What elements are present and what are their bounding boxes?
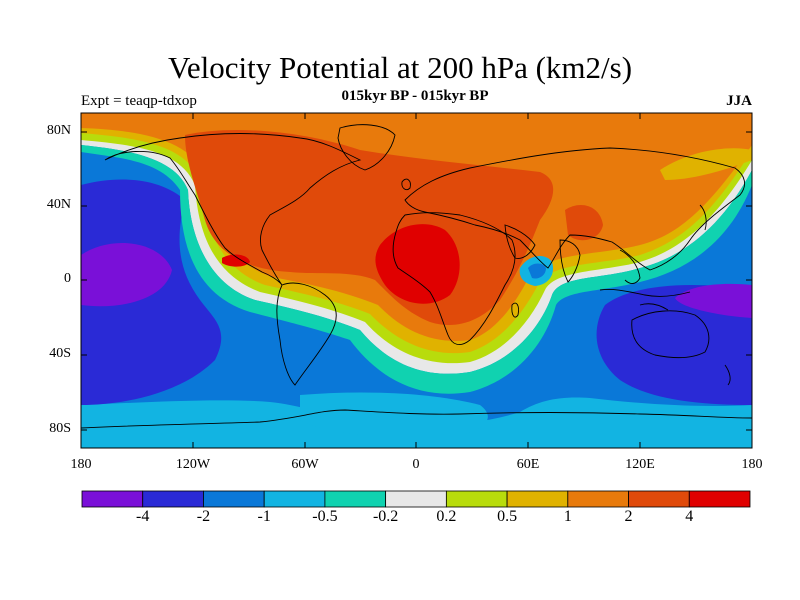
colorbar-tick-label: 2	[624, 508, 633, 525]
contour-band-pos-2	[185, 130, 554, 326]
y-tick-label: 0	[64, 271, 71, 286]
experiment-label: Expt = teaqp-tdxop	[81, 93, 197, 109]
contour-band-neg-2-indopacific	[596, 285, 752, 405]
colorbar-swatch	[263, 490, 326, 508]
colorbar-tick-label: -1	[257, 508, 271, 525]
colorbar-swatch	[142, 490, 204, 508]
contour-band-neg-4-pacific	[81, 243, 172, 307]
colorbar-tick-label: 4	[685, 508, 694, 525]
colorbar-swatch	[385, 490, 447, 508]
x-tick-label: 180	[741, 457, 763, 472]
colorbar-tick-label: -2	[196, 508, 211, 525]
colorbar-tick-label: 1	[563, 508, 572, 525]
colorbar-swatch	[628, 490, 690, 508]
colorbar-tick-label: 0.5	[497, 508, 518, 525]
contour-band-neg-1	[81, 397, 752, 448]
x-tick-label: 60E	[516, 457, 540, 472]
colorbar	[81, 490, 751, 508]
colorbar-swatch	[445, 490, 508, 508]
y-tick-label: 40N	[46, 197, 71, 212]
contour-band-neg-4-indopacific	[675, 283, 752, 318]
contour-band-pos-1-pacific-east	[660, 148, 752, 180]
contour-band-pos-4-america	[222, 254, 250, 267]
y-tick-label: 80N	[46, 123, 71, 138]
season-label: JJA	[726, 93, 752, 109]
x-tick-label: 60W	[291, 457, 319, 472]
colorbar-tick-label: -0.2	[372, 508, 399, 525]
colorbar-swatch	[688, 490, 751, 508]
map-subtitle: 015kyr BP - 015kyr BP	[341, 88, 489, 104]
contour-band-southern-ocean	[300, 392, 488, 439]
x-tick-label: 120W	[175, 457, 211, 472]
colorbar-tick-label: 0.2	[436, 508, 457, 525]
x-tick-label: 0	[412, 457, 420, 472]
axis-ticks	[81, 113, 752, 448]
map-title: Velocity Potential at 200 hPa (km2/s)	[167, 50, 633, 85]
contour-band-pos-2-asia	[565, 205, 603, 241]
contour-band-indian-ocean-inner	[528, 263, 546, 279]
colorbar-tick-label: -0.5	[312, 508, 338, 525]
contour-band-pos-4	[375, 224, 460, 304]
map-plot-area	[81, 113, 752, 448]
y-tick-label: 80S	[49, 421, 71, 436]
x-tick-label: 120E	[625, 457, 655, 472]
colorbar-tick-label: -4	[136, 508, 150, 525]
coastlines	[81, 124, 752, 429]
y-tick-label: 40S	[49, 346, 71, 361]
colorbar-swatch	[81, 490, 144, 508]
colorbar-swatch	[324, 490, 387, 508]
colorbar-swatch	[203, 490, 265, 508]
colorbar-swatch	[567, 490, 629, 508]
x-tick-label: 180	[70, 457, 92, 472]
colorbar-swatch	[506, 490, 569, 508]
